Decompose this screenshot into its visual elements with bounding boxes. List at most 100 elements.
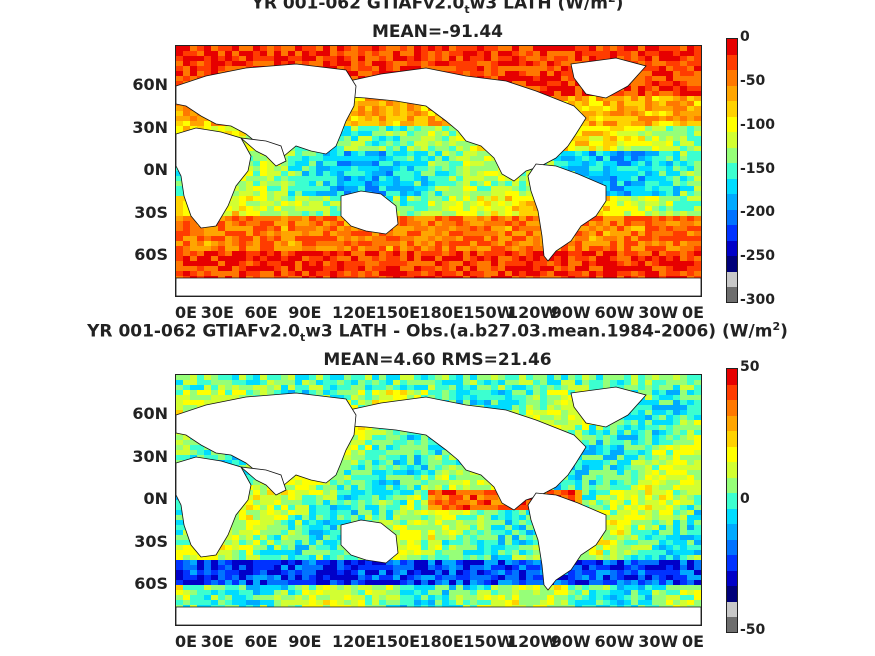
field-cell (526, 196, 534, 202)
field-cell (295, 251, 303, 257)
field-cell (491, 56, 499, 62)
field-cell (673, 181, 681, 187)
field-cell (358, 375, 366, 381)
field-cell (673, 101, 681, 107)
field-cell (631, 86, 639, 92)
field-cell (435, 271, 443, 277)
field-cell (561, 166, 569, 172)
field-cell (624, 440, 632, 446)
field-cell (358, 266, 366, 272)
field-cell (309, 201, 317, 207)
field-cell (358, 106, 366, 112)
field-cell (421, 440, 429, 446)
field-cell (260, 271, 268, 277)
field-cell (673, 261, 681, 267)
field-cell (568, 91, 576, 97)
field-cell (638, 181, 646, 187)
field-cell (281, 186, 289, 192)
field-cell (344, 116, 352, 122)
field-cell (687, 236, 695, 242)
field-cell (190, 51, 198, 57)
field-cell (176, 440, 184, 446)
field-cell (666, 91, 674, 97)
field-cell (582, 51, 590, 57)
field-cell (582, 385, 590, 391)
field-cell (260, 171, 268, 177)
field-cell (694, 221, 701, 227)
field-cell (659, 395, 667, 401)
field-cell (358, 236, 366, 242)
field-cell (379, 101, 387, 107)
field-cell (400, 216, 408, 222)
field-cell (638, 201, 646, 207)
field-cell (491, 221, 499, 227)
field-cell (561, 410, 569, 416)
field-cell (526, 256, 534, 262)
field-cell (288, 221, 296, 227)
field-cell (449, 256, 457, 262)
field-cell (372, 71, 380, 77)
field-cell (197, 66, 205, 72)
field-cell (463, 246, 471, 252)
field-cell (407, 380, 415, 386)
field-cell (442, 375, 450, 381)
field-cell (344, 181, 352, 187)
field-cell (449, 211, 457, 217)
field-cell (176, 106, 184, 112)
field-cell (393, 121, 401, 127)
field-cell (554, 61, 562, 67)
field-cell (246, 191, 254, 197)
field-cell (624, 56, 632, 62)
field-cell (302, 266, 310, 272)
field-cell (596, 236, 604, 242)
field-cell (638, 151, 646, 157)
field-cell (442, 261, 450, 267)
field-cell (393, 111, 401, 117)
field-cell (526, 241, 534, 247)
field-cell (645, 231, 653, 237)
field-cell (603, 171, 611, 177)
field-cell (442, 196, 450, 202)
field-cell (428, 261, 436, 267)
field-cell (554, 86, 562, 92)
field-cell (449, 161, 457, 167)
field-cell (365, 121, 373, 127)
field-cell (372, 151, 380, 157)
field-cell (694, 395, 701, 401)
field-cell (687, 430, 695, 436)
field-cell (393, 251, 401, 257)
field-cell (645, 236, 653, 242)
field-cell (568, 161, 576, 167)
field-cell (407, 111, 415, 117)
field-cell (442, 390, 450, 396)
field-cell (281, 191, 289, 197)
field-cell (533, 256, 541, 262)
field-cell (421, 445, 429, 451)
field-cell (274, 191, 282, 197)
field-cell (666, 261, 674, 267)
field-cell (218, 51, 226, 57)
field-cell (295, 266, 303, 272)
field-cell (288, 246, 296, 252)
field-cell (309, 385, 317, 391)
field-cell (652, 176, 660, 182)
field-cell (204, 66, 212, 72)
field-cell (659, 425, 667, 431)
field-cell (575, 425, 583, 431)
field-cell (204, 241, 212, 247)
field-cell (344, 261, 352, 267)
field-cell (358, 171, 366, 177)
field-cell (694, 271, 701, 277)
field-cell (260, 231, 268, 237)
field-cell (526, 186, 534, 192)
field-cell (533, 395, 541, 401)
field-cell (652, 221, 660, 227)
field-cell (659, 440, 667, 446)
field-cell (351, 450, 359, 456)
field-cell (400, 51, 408, 57)
field-cell (687, 256, 695, 262)
field-cell (190, 385, 198, 391)
field-cell (316, 176, 324, 182)
field-cell (197, 71, 205, 77)
field-cell (246, 186, 254, 192)
